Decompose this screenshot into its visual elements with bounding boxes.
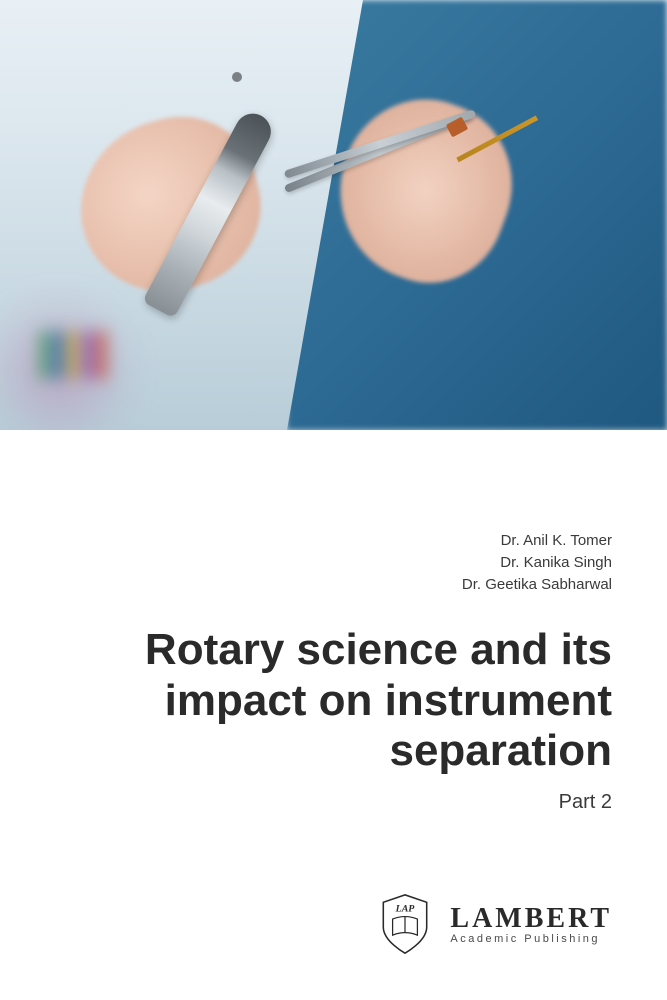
publisher-tagline: Academic Publishing (450, 933, 612, 945)
publisher-text: LAMBERT Academic Publishing (450, 903, 612, 945)
book-subtitle: Part 2 (52, 791, 612, 814)
svg-text:LAP: LAP (395, 904, 416, 915)
author-name: Dr. Geetika Sabharwal (462, 574, 612, 596)
publisher-block: LAP LAMBERT Academic Publishing (374, 893, 612, 955)
author-name: Dr. Anil K. Tomer (462, 530, 612, 552)
author-name: Dr. Kanika Singh (462, 552, 612, 574)
blur-items (40, 330, 130, 420)
handpiece-tip (232, 72, 242, 82)
title-block: Rotary science and its impact on instrum… (52, 625, 612, 814)
publisher-logo-icon: LAP (374, 893, 436, 955)
author-list: Dr. Anil K. Tomer Dr. Kanika Singh Dr. G… (462, 530, 612, 595)
book-title: Rotary science and its impact on instrum… (52, 625, 612, 777)
cover-photo (0, 0, 667, 430)
publisher-name: LAMBERT (450, 903, 612, 935)
